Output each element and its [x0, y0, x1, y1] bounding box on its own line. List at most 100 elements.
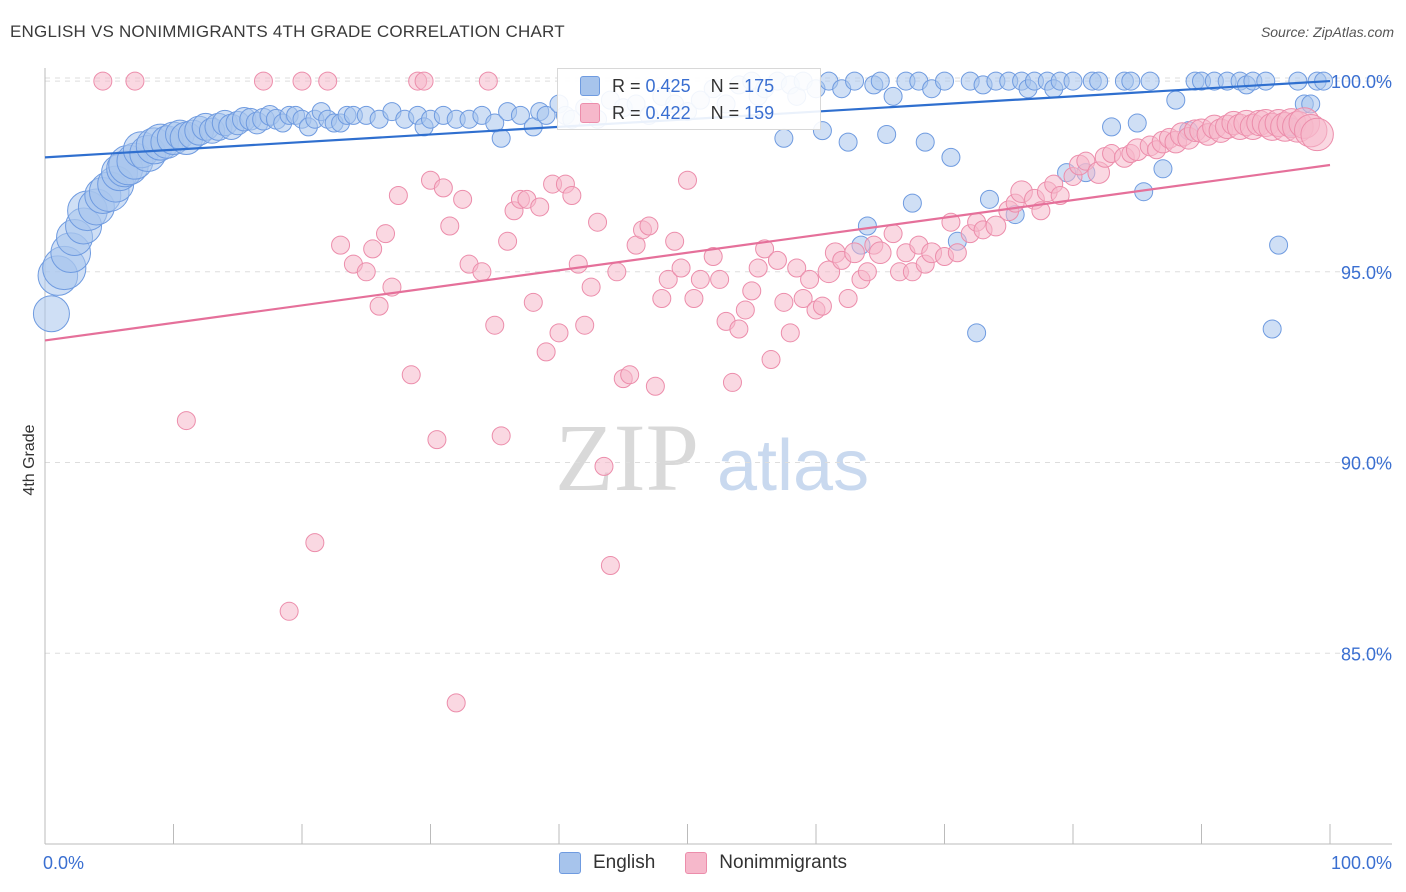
- english-point: [1166, 90, 1186, 110]
- legend-item-english[interactable]: English: [558, 852, 655, 874]
- nonimmigrants-point: [356, 262, 376, 282]
- y-tick-label: 85.0%: [1341, 644, 1392, 664]
- english-r-value: 0.425: [645, 75, 691, 96]
- stats-row-english: R = 0.425 N = 175: [580, 75, 774, 97]
- english-point: [32, 295, 70, 333]
- nonimmigrants-point: [485, 315, 505, 335]
- english-point: [1127, 113, 1147, 133]
- stats-row-nonimmigrants: R = 0.422 N = 159: [580, 102, 774, 124]
- nonimmigrants-point: [562, 186, 582, 206]
- nonimmigrants-point: [530, 197, 550, 217]
- stats-box: R = 0.425 N = 175 R = 0.422 N = 159: [557, 68, 821, 130]
- nonimmigrants-point: [440, 216, 460, 236]
- nonimmigrants-point: [305, 533, 325, 553]
- nonimmigrants-point: [607, 262, 627, 282]
- english-point: [877, 124, 897, 144]
- nonimmigrants-point: [568, 254, 588, 274]
- nonimmigrants-point: [883, 224, 903, 244]
- english-point: [935, 71, 954, 91]
- english-point: [1262, 319, 1282, 339]
- english-point: [1102, 117, 1122, 137]
- nonimmigrants-point: [331, 235, 351, 255]
- nonimmigrants-point: [800, 269, 820, 289]
- legend-nonimmigrants-swatch: [685, 852, 708, 874]
- nonimmigrants-point: [491, 426, 511, 446]
- nonimmigrants-point: [1300, 117, 1334, 152]
- nonimmigrants-point: [645, 376, 665, 396]
- english-point: [967, 323, 987, 343]
- y-tick-label: 90.0%: [1341, 454, 1392, 474]
- nonimmigrants-point: [575, 315, 595, 335]
- nonimmigrants-point: [427, 430, 447, 450]
- nonimmigrants-point: [414, 71, 434, 91]
- y-tick-label: 100.0%: [1331, 72, 1392, 92]
- watermark-atlas: atlas: [717, 426, 869, 506]
- nonimmigrants-point: [498, 231, 518, 251]
- nonimmigrants-r-label: R =: [612, 102, 641, 123]
- nonimmigrants-point: [690, 269, 710, 289]
- nonimmigrants-point: [388, 186, 408, 206]
- nonimmigrants-point: [742, 281, 762, 301]
- nonimmigrants-point: [838, 289, 858, 309]
- english-point: [1256, 71, 1276, 91]
- english-point: [510, 105, 530, 125]
- x-tick-label: 100.0%: [1331, 853, 1392, 873]
- nonimmigrants-point: [125, 71, 145, 91]
- english-point: [491, 128, 511, 148]
- nonimmigrants-point: [735, 300, 755, 320]
- nonimmigrants-point: [652, 289, 672, 309]
- english-point: [838, 132, 858, 152]
- nonimmigrants-point: [376, 224, 396, 244]
- y-tick-label: 95.0%: [1341, 263, 1392, 283]
- nonimmigrants-point: [755, 239, 775, 259]
- nonimmigrants-point: [581, 277, 601, 297]
- nonimmigrants-point: [767, 250, 787, 270]
- chart-title: ENGLISH VS NONIMMIGRANTS 4TH GRADE CORRE…: [10, 22, 565, 41]
- nonimmigrants-point: [478, 71, 498, 91]
- nonimmigrants-point: [761, 350, 781, 370]
- nonimmigrants-point: [279, 601, 299, 621]
- legend-english-swatch: [558, 852, 581, 874]
- english-point: [1288, 71, 1308, 91]
- nonimmigrants-point: [453, 189, 473, 209]
- nonimmigrants-point: [671, 258, 691, 278]
- nonimmigrants-point: [947, 243, 967, 263]
- nonimmigrants-point: [817, 260, 841, 284]
- nonimmigrants-point: [1050, 186, 1070, 206]
- english-n-value: 175: [744, 75, 775, 96]
- nonimmigrants-point: [176, 411, 196, 431]
- english-point: [915, 132, 935, 152]
- nonimmigrants-point: [774, 292, 794, 312]
- nonimmigrants-point: [748, 258, 768, 278]
- x-tick-label: 0.0%: [43, 853, 84, 873]
- nonimmigrants-point: [292, 71, 312, 91]
- nonimmigrants-point: [787, 258, 807, 278]
- nonimmigrants-trendline: [44, 163, 1331, 342]
- nonimmigrants-point: [985, 215, 1007, 237]
- nonimmigrants-point: [678, 170, 697, 190]
- nonimmigrants-point: [1031, 201, 1051, 221]
- watermark-zip: ZIP: [555, 404, 699, 511]
- nonimmigrants-point: [620, 365, 640, 385]
- english-point: [536, 105, 556, 125]
- nonimmigrants-point: [253, 71, 273, 91]
- english-point: [902, 193, 922, 213]
- nonimmigrants-point: [844, 242, 865, 264]
- nonimmigrants-point: [536, 342, 556, 362]
- nonimmigrants-point: [446, 693, 466, 713]
- legend-nonimmigrants-label: Nonimmigrants: [719, 852, 848, 873]
- english-point: [774, 128, 794, 148]
- nonimmigrants-point: [722, 372, 742, 392]
- english-point: [1153, 159, 1173, 179]
- legend-item-nonimmigrants[interactable]: Nonimmigrants: [685, 852, 847, 874]
- source-label: Source: ZipAtlas.com: [1260, 24, 1394, 40]
- nonimmigrants-point: [472, 262, 492, 282]
- nonimmigrants-n-label: N =: [710, 102, 740, 123]
- english-point: [1063, 71, 1083, 91]
- english-point: [1140, 71, 1160, 91]
- nonimmigrants-point: [594, 456, 614, 476]
- english-point: [979, 189, 999, 209]
- nonimmigrants-point: [780, 323, 800, 343]
- nonimmigrants-n-value: 159: [744, 102, 775, 123]
